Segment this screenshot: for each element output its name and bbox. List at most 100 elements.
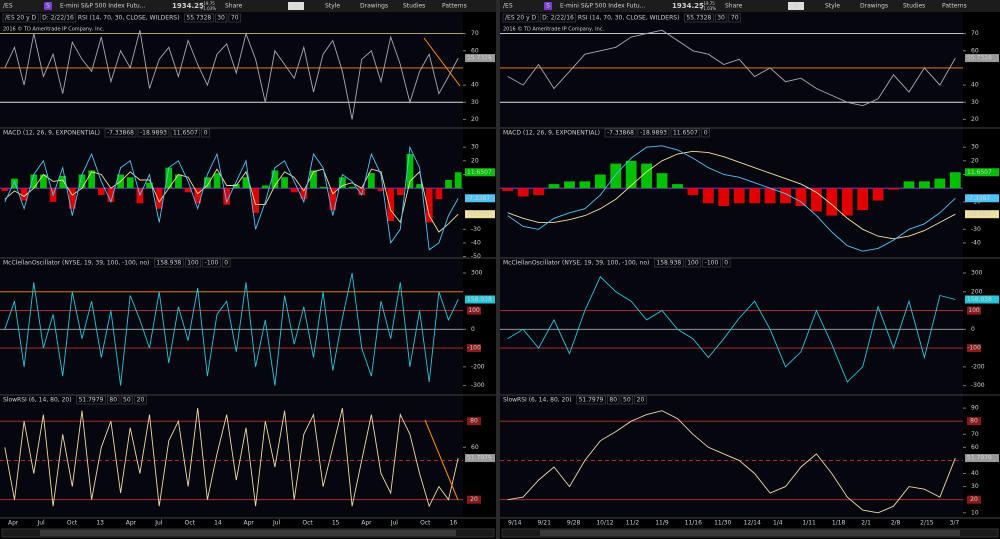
indicator-line (507, 150, 956, 240)
scrollbar-thumb[interactable] (40, 530, 456, 536)
toolbar-button[interactable]: Drawings (360, 3, 388, 10)
histogram-bar (40, 174, 47, 189)
header-box (184, 258, 201, 268)
value-tag-bg (965, 454, 999, 463)
toolbar-button[interactable]: Patterns (442, 3, 467, 10)
study-header-text: /ES 20 y D (5, 15, 37, 22)
histogram-bar (888, 188, 899, 190)
level-tag-bg (967, 417, 981, 426)
scrollbar-thumb[interactable] (540, 530, 960, 536)
axis-area (963, 12, 1000, 518)
value-tag-bg (465, 295, 495, 304)
change-pct: +1.03% (700, 6, 716, 11)
histogram-bar (300, 188, 308, 200)
histogram-bar (348, 186, 356, 189)
toolbar-button[interactable]: Studies (403, 3, 425, 10)
toolbar-button[interactable]: Share (725, 3, 743, 10)
header-box (702, 258, 721, 268)
toolbar-button[interactable]: D (794, 3, 799, 10)
histogram-bar (445, 180, 452, 189)
badge: S (46, 3, 50, 10)
pane-divider (496, 0, 500, 539)
histogram-bar (194, 188, 202, 204)
histogram-bar (919, 181, 930, 189)
copyright: 2016 © TD Ameritrade IP Company, Inc. (3, 26, 105, 33)
toolbar-button[interactable]: Style (825, 3, 840, 10)
histogram-bar (165, 167, 173, 189)
study-header-text: SlowRSI (6, 14, 80, 20) (503, 397, 572, 404)
x-tick-label: Apr (8, 520, 19, 527)
description: E-mini S&P 500 Index Futu... (560, 3, 646, 10)
toolbar-button[interactable]: Share (225, 3, 243, 10)
histogram-bar (107, 188, 115, 202)
indicator-line (507, 145, 956, 252)
level-tag: 20 (470, 496, 478, 503)
value-tag: 11.6507 (467, 169, 492, 176)
toolbar-button[interactable]: D (294, 3, 299, 10)
x-tick-label: 15 (332, 520, 340, 527)
x-tick-label: 16 (450, 520, 458, 527)
y-tick-label: 30 (971, 144, 979, 151)
toolbar (500, 0, 1000, 12)
header-box (684, 13, 714, 23)
toolbar-button[interactable]: Style (325, 3, 340, 10)
y-tick-label: 70 (471, 30, 479, 37)
value-tag: 55.7328 (967, 55, 992, 62)
y-tick-label: 70 (971, 431, 979, 438)
y-tick-label: -300 (471, 382, 485, 389)
description: E-mini S&P 500 Index Futu... (60, 3, 146, 10)
header-box (654, 258, 684, 268)
histogram-bar (764, 188, 776, 204)
study-header-text: 158.938 (156, 260, 181, 267)
value-tag-bg (465, 168, 495, 177)
histogram-bar (502, 188, 514, 191)
axis-area (463, 12, 496, 518)
x-tick-label: 1/4 (773, 520, 783, 527)
header-box (728, 13, 741, 23)
histogram-bar (749, 188, 761, 204)
level-tag: -100 (467, 345, 481, 352)
toolbar-button[interactable]: Drawings (860, 3, 888, 10)
histogram-bar (30, 174, 38, 189)
value-tag-bg (965, 295, 999, 304)
y-tick-label: 300 (471, 270, 483, 277)
x-tick-label: Apr (361, 520, 372, 527)
toolbar (0, 0, 496, 12)
value-tag: -7.3387 (967, 195, 990, 202)
value-tag-bg (465, 194, 495, 203)
histogram-bar (396, 188, 404, 196)
study-header-text: RSI (14, 70, 30, CLOSE, WILDERS) (78, 15, 180, 22)
study-header-text: D: 2/22/16 (42, 15, 74, 22)
study-header-text: -100 (205, 260, 219, 267)
histogram-bar (146, 182, 153, 189)
x-tick-label: Jul (154, 520, 163, 527)
study-header-text: 30 (217, 15, 225, 22)
histogram-bar (310, 170, 317, 189)
value-tag: 51.7979 (467, 455, 492, 462)
study-header-text: SlowRSI (6, 14, 80, 20) (3, 397, 72, 404)
symbol[interactable]: /ES (3, 3, 13, 10)
histogram-bar (271, 170, 279, 189)
study-header-text: 51.7979 (579, 397, 604, 404)
histogram-bar (387, 188, 395, 222)
histogram-bar (435, 188, 443, 200)
header-box (137, 128, 170, 138)
header-box (107, 395, 120, 405)
y-tick-label: 30 (471, 144, 479, 151)
histogram-bar (358, 188, 366, 196)
symbol[interactable]: /ES (503, 3, 513, 10)
histogram-bar (97, 188, 105, 196)
indicator-line (4, 145, 459, 251)
histogram-bar (175, 174, 182, 189)
histogram-bar (339, 177, 346, 189)
histogram-bar (68, 188, 76, 209)
price: 1934.25 (172, 2, 204, 10)
histogram-bar (232, 184, 240, 189)
indicator-line (4, 30, 459, 120)
toolbar-button[interactable]: Studies (903, 3, 925, 10)
toolbar-button[interactable]: Patterns (942, 3, 967, 10)
value-tag-bg (465, 54, 495, 63)
button-bg (288, 2, 304, 10)
study-header-text: 100 (187, 260, 199, 267)
level-tag-bg (467, 495, 481, 504)
